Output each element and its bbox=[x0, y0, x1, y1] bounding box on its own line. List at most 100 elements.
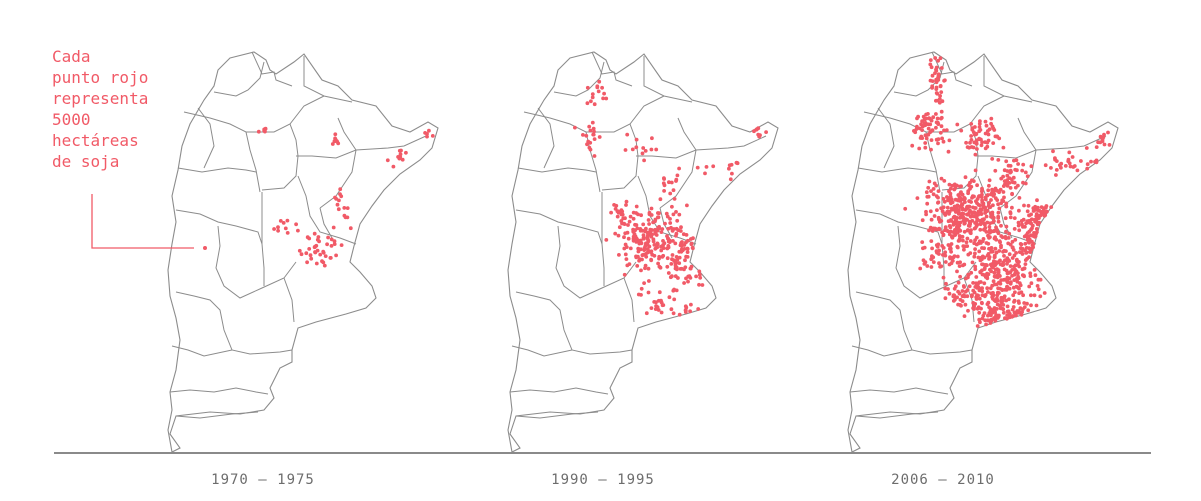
soy-dot bbox=[671, 239, 675, 243]
soy-dot bbox=[984, 214, 989, 219]
soy-dot bbox=[673, 264, 678, 269]
soy-dot bbox=[968, 214, 973, 219]
soy-dot bbox=[990, 220, 995, 225]
province-border bbox=[171, 345, 233, 357]
soy-dot bbox=[927, 228, 931, 233]
soy-dot bbox=[1005, 256, 1010, 261]
soy-dot bbox=[971, 205, 975, 210]
soy-dot bbox=[333, 195, 337, 200]
soy-dot bbox=[963, 302, 968, 307]
soy-dot bbox=[984, 209, 989, 214]
province-border bbox=[659, 149, 697, 209]
soy-dot bbox=[668, 191, 673, 196]
soy-dot bbox=[643, 149, 648, 153]
soy-dot bbox=[984, 322, 988, 327]
soy-dot bbox=[338, 192, 342, 197]
soy-dot bbox=[922, 262, 927, 266]
soy-dot bbox=[941, 232, 946, 237]
soy-dot bbox=[974, 297, 979, 301]
soy-dot bbox=[989, 198, 993, 202]
soy-dot bbox=[1001, 303, 1006, 307]
soy-dot bbox=[285, 231, 290, 235]
soy-dot bbox=[939, 66, 944, 70]
soy-dot bbox=[634, 137, 639, 142]
soy-dot bbox=[646, 266, 651, 271]
soy-dot bbox=[644, 226, 648, 231]
province-border bbox=[537, 107, 555, 169]
soy-dot bbox=[1034, 208, 1039, 212]
soy-dot bbox=[703, 171, 707, 176]
soy-dot bbox=[1029, 217, 1034, 222]
soy-dot bbox=[931, 260, 936, 264]
soy-dot bbox=[929, 265, 934, 269]
soy-dot bbox=[647, 212, 652, 217]
soy-dot bbox=[1035, 222, 1040, 227]
soy-dot bbox=[348, 226, 353, 231]
soy-dot bbox=[971, 306, 975, 310]
soy-dot bbox=[939, 264, 944, 269]
soy-dot bbox=[688, 276, 693, 280]
soy-dot bbox=[983, 263, 988, 268]
soy-dot bbox=[921, 258, 926, 263]
soy-dot bbox=[679, 241, 683, 246]
soy-dot bbox=[977, 203, 982, 208]
soy-dot bbox=[698, 275, 703, 280]
soy-dot bbox=[673, 274, 678, 279]
soy-dot bbox=[639, 268, 643, 273]
soy-dot bbox=[665, 256, 670, 261]
soy-dot bbox=[943, 225, 948, 230]
province-border bbox=[931, 51, 973, 87]
soy-dot bbox=[990, 294, 995, 299]
soy-dot bbox=[961, 215, 966, 220]
soy-dot bbox=[997, 206, 1002, 211]
soy-dot bbox=[1037, 216, 1041, 221]
soy-dot bbox=[635, 226, 640, 231]
soy-dot bbox=[314, 243, 319, 248]
soy-dot bbox=[931, 192, 936, 197]
province-borders bbox=[169, 51, 427, 419]
soy-dot bbox=[625, 132, 630, 137]
soy-dot bbox=[954, 225, 959, 230]
soy-dot bbox=[971, 179, 976, 184]
soy-dot bbox=[683, 304, 688, 309]
soy-dot bbox=[1029, 281, 1034, 286]
soy-dot bbox=[600, 85, 604, 90]
soy-dot bbox=[979, 256, 983, 261]
soy-dot bbox=[928, 209, 933, 214]
soy-dot bbox=[970, 194, 975, 199]
soy-dot bbox=[959, 184, 963, 189]
map-panel-2 bbox=[507, 51, 779, 453]
soy-dot bbox=[661, 243, 665, 247]
soy-dot bbox=[994, 227, 999, 232]
soy-dot bbox=[1015, 168, 1019, 173]
soy-dot bbox=[934, 68, 939, 73]
soy-dot bbox=[973, 247, 977, 252]
soy-dot bbox=[992, 282, 997, 287]
soy-dot bbox=[929, 147, 933, 152]
soy-dot bbox=[1005, 259, 1010, 264]
soy-dot bbox=[967, 284, 972, 289]
soy-dot bbox=[276, 225, 280, 230]
soy-dot bbox=[673, 260, 677, 265]
soy-dot bbox=[649, 257, 653, 262]
soy-dot bbox=[385, 158, 390, 163]
soy-dot bbox=[585, 85, 590, 90]
soy-dot bbox=[623, 148, 628, 152]
soy-dot bbox=[968, 186, 972, 191]
soy-dot bbox=[1102, 142, 1107, 147]
soy-dot bbox=[967, 204, 971, 209]
soy-dot bbox=[1085, 162, 1090, 167]
soy-dot bbox=[659, 310, 664, 315]
soy-dot bbox=[927, 116, 932, 121]
soy-dot bbox=[982, 281, 987, 286]
soy-dot bbox=[997, 239, 1002, 244]
soy-dot bbox=[943, 78, 947, 83]
soy-dot bbox=[978, 218, 982, 223]
province-border bbox=[175, 411, 259, 419]
soy-dot bbox=[391, 164, 396, 169]
soy-dot bbox=[924, 112, 928, 117]
soy-dot bbox=[920, 218, 925, 223]
soy-dot bbox=[928, 225, 933, 230]
soy-dot bbox=[658, 265, 663, 270]
soy-dot bbox=[752, 129, 756, 134]
